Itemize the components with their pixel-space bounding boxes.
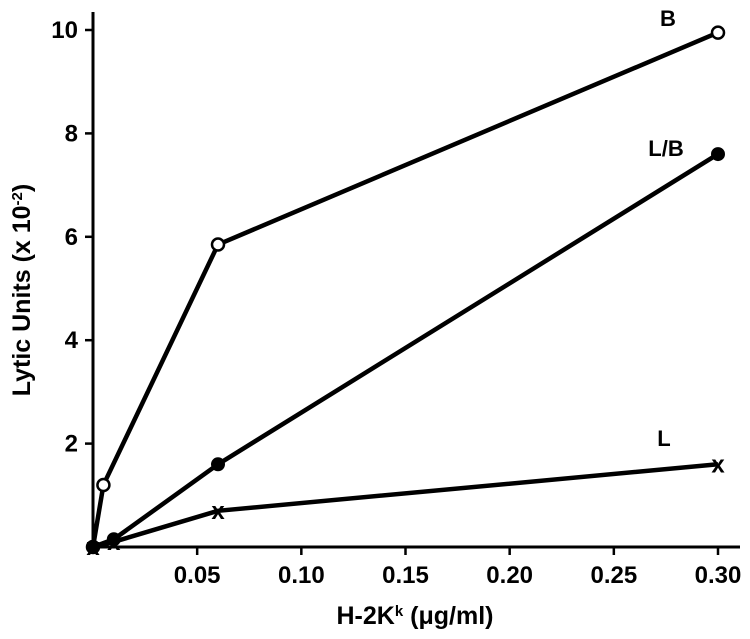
x-tick-label: 0.05 xyxy=(174,562,221,589)
x-tick-label: 0.25 xyxy=(590,562,637,589)
x-axis-label: H-2Kk (μg/ml) xyxy=(337,602,494,630)
x-tick-label: 0.10 xyxy=(278,562,325,589)
axes xyxy=(91,12,740,549)
x-tick-label: 0.30 xyxy=(695,562,742,589)
series-label: L xyxy=(657,426,670,451)
series-line xyxy=(92,462,719,550)
x-tick-label: 0.20 xyxy=(486,562,533,589)
data-point-open xyxy=(210,237,226,252)
data-point-filled xyxy=(211,457,225,472)
x-tick-label: 0.15 xyxy=(382,562,429,589)
y-tick-label: 2 xyxy=(65,431,78,458)
data-point-filled xyxy=(711,147,725,162)
series-label: B xyxy=(660,6,676,31)
data-point-x: x xyxy=(86,534,100,561)
y-axis-label: Lytic Units (x 10-2) xyxy=(8,184,36,396)
series-line xyxy=(92,152,720,550)
y-tick-label: 10 xyxy=(51,17,78,44)
ticks: 0.05 0.10 0.15 0.20 0.25 0.30 2 4 6 8 10 xyxy=(51,17,741,589)
data-point-open xyxy=(96,477,111,493)
y-tick-label: 8 xyxy=(65,120,78,147)
series-l-b: L/B xyxy=(86,136,725,554)
data-point-x: x xyxy=(107,529,121,556)
labels: H-2Kk (μg/ml) Lytic Units (x 10-2) xyxy=(8,184,493,630)
series-b: B xyxy=(85,6,726,555)
series-line xyxy=(90,30,719,548)
data-point-x: x xyxy=(711,451,725,478)
y-tick-label: 6 xyxy=(65,224,78,251)
series-label: L/B xyxy=(648,136,683,161)
data-point-x: x xyxy=(211,498,225,525)
data-point-open xyxy=(710,25,726,40)
y-tick-label: 4 xyxy=(65,327,79,354)
